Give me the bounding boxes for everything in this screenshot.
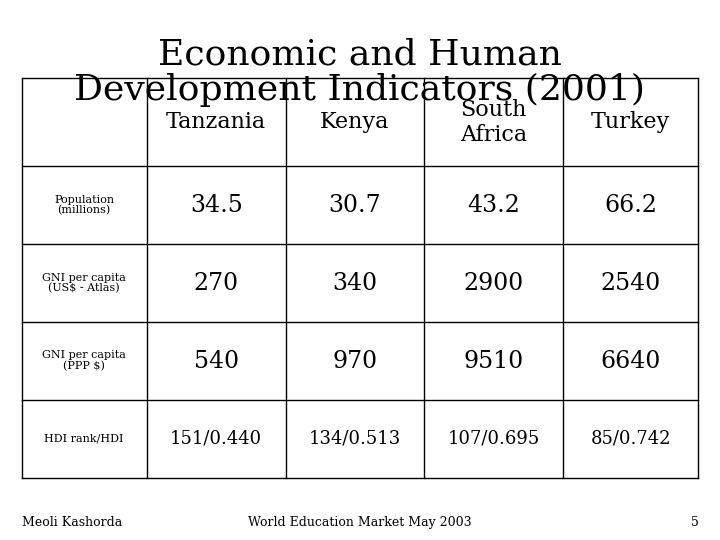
Text: GNI per capita
(US$ - Atlas): GNI per capita (US$ - Atlas) [42, 273, 126, 294]
Text: Development Indicators (2001): Development Indicators (2001) [74, 73, 646, 107]
Text: 151/0.440: 151/0.440 [170, 430, 262, 448]
Text: 970: 970 [333, 349, 377, 373]
Text: Tanzania: Tanzania [166, 111, 266, 133]
Text: 9510: 9510 [464, 349, 523, 373]
Text: 43.2: 43.2 [467, 194, 520, 217]
Text: World Education Market May 2003: World Education Market May 2003 [248, 516, 472, 529]
Text: 107/0.695: 107/0.695 [448, 430, 540, 448]
Text: 270: 270 [194, 272, 239, 295]
Text: Economic and Human: Economic and Human [158, 38, 562, 72]
Text: 30.7: 30.7 [328, 194, 381, 217]
Text: 2900: 2900 [464, 272, 523, 295]
Text: GNI per capita
(PPP $): GNI per capita (PPP $) [42, 350, 126, 372]
Text: HDI rank/HDI: HDI rank/HDI [45, 434, 124, 444]
Text: 2540: 2540 [600, 272, 661, 295]
Text: 85/0.742: 85/0.742 [590, 430, 671, 448]
Text: South
Africa: South Africa [460, 99, 527, 146]
Text: 34.5: 34.5 [190, 194, 243, 217]
Text: 6640: 6640 [600, 349, 661, 373]
Text: 340: 340 [333, 272, 377, 295]
Text: 540: 540 [194, 349, 239, 373]
Text: Kenya: Kenya [320, 111, 390, 133]
Text: 134/0.513: 134/0.513 [309, 430, 401, 448]
Text: 66.2: 66.2 [604, 194, 657, 217]
Text: Population
(millions): Population (millions) [54, 194, 114, 216]
Text: Turkey: Turkey [591, 111, 670, 133]
Text: 5: 5 [690, 516, 698, 529]
Text: Meoli Kashorda: Meoli Kashorda [22, 516, 122, 529]
